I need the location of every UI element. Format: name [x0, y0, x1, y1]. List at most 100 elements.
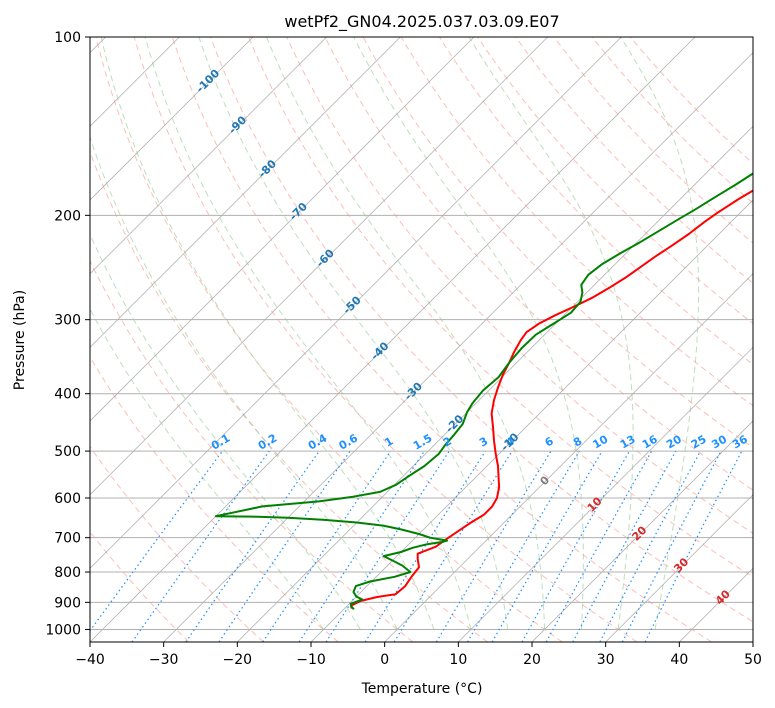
isotherm-line	[605, 494, 753, 642]
mixing-ratio-label: 3	[477, 435, 490, 450]
x-tick-label: 10	[449, 652, 467, 668]
moist-adiabat	[90, 308, 324, 630]
chart-title: wetPf2_GN04.2025.037.03.09.E07	[284, 12, 559, 32]
y-tick-label: 700	[54, 531, 81, 547]
mixing-ratio-label: 30	[709, 432, 729, 451]
x-tick-label: −40	[75, 652, 105, 668]
isotherm-line	[458, 346, 753, 642]
mixing-ratio-label: 36	[730, 432, 750, 451]
moist-adiabat	[198, 37, 509, 630]
x-tick-label: 50	[744, 652, 762, 668]
mixing-ratio-line	[218, 450, 351, 642]
dry-adiabat	[90, 150, 488, 642]
isotherm-line	[752, 641, 753, 642]
moist-adiabat	[144, 37, 472, 630]
mixing-ratio-line	[262, 450, 392, 642]
x-tick-label: 0	[380, 652, 389, 668]
isotherm-line	[90, 37, 475, 422]
mixing-ratio-line	[466, 450, 580, 642]
isotherm-label: -50	[341, 293, 364, 316]
moist-adiabat	[90, 233, 361, 630]
moist-adiabat	[90, 135, 398, 630]
dry-adiabat	[209, 37, 753, 623]
isotherm-line	[90, 37, 622, 569]
mixing-ratio-label: 0.2	[256, 432, 279, 453]
isotherm-label: -100	[194, 67, 223, 96]
dry-adiabat	[90, 356, 339, 642]
dry-adiabat	[248, 37, 753, 578]
y-tick-label: 900	[54, 595, 81, 611]
mixing-ratio-label: 8	[571, 435, 584, 450]
isotherm-label: 10	[585, 494, 605, 514]
isotherm-label: -80	[256, 157, 279, 180]
dry-adiabat	[133, 37, 638, 642]
y-tick-label: 300	[54, 313, 81, 329]
dewpoint-line	[214, 172, 753, 611]
dry-adiabat	[90, 531, 190, 642]
y-tick-label: 400	[54, 387, 81, 403]
x-tick-label: 30	[597, 652, 615, 668]
x-tick-label: −30	[149, 652, 179, 668]
dry-adiabat	[286, 37, 753, 534]
dry-adiabat	[400, 37, 753, 407]
isotherm-label: 20	[629, 523, 649, 543]
dry-adiabat	[90, 259, 414, 642]
dry-adiabat	[553, 37, 753, 244]
x-tick-label: −10	[296, 652, 326, 668]
dry-adiabat	[95, 37, 563, 642]
mixing-ratio-line	[325, 450, 450, 642]
isotherm-label: -20	[443, 412, 466, 435]
isotherm-label: -40	[368, 339, 391, 362]
isotherm-label: 40	[713, 587, 733, 607]
y-axis: 100 200 300 400 500 600 700 800 900 1000	[45, 30, 90, 638]
mixing-ratio-line	[298, 450, 425, 642]
y-tick-label: 100	[54, 30, 81, 46]
x-tick-label: 40	[670, 652, 688, 668]
dry-adiabat	[438, 37, 753, 366]
x-tick-label: −20	[223, 652, 253, 668]
mixing-ratio-label: 16	[640, 432, 660, 451]
mixing-ratio-line	[572, 450, 677, 642]
plot-frame	[89, 36, 754, 643]
mixing-ratio-line	[185, 450, 320, 642]
sounding-profiles	[214, 172, 753, 611]
mixing-ratio-label: 6	[543, 434, 556, 449]
mixing-ratio-label: 1	[382, 435, 395, 450]
mixing-ratio-line	[364, 450, 486, 642]
y-tick-label: 500	[54, 444, 81, 460]
dry-adiabat	[90, 445, 264, 642]
isotherm-line	[237, 125, 753, 642]
isotherm-line	[90, 37, 401, 348]
y-tick-label: 600	[54, 491, 81, 507]
mixing-ratio-line	[435, 450, 552, 642]
isotherm-line	[384, 273, 753, 642]
isotherm-label: -70	[287, 200, 310, 223]
isopleth-labels: 0.1 0.2 0.4 0.6 1 1.5 2 3 4 6 8 10 13 16 20 25 30 36-100-…	[194, 67, 751, 608]
moist-adiabat	[100, 37, 435, 630]
temperature-line	[349, 189, 753, 609]
dry-adiabat	[171, 37, 712, 642]
isotherm-line	[90, 37, 696, 642]
background-lines	[90, 37, 753, 642]
mixing-ratio-label: 13	[618, 433, 638, 452]
mixing-ratio-line	[131, 450, 270, 642]
isotherm-line	[310, 199, 753, 642]
isotherm-label: -10	[498, 430, 521, 453]
y-tick-label: 1000	[45, 622, 81, 638]
isotherm-line	[90, 37, 548, 496]
x-axis: −40 −30 −20 −10 0 10 20 30 40 50	[75, 642, 762, 668]
mixing-ratio-line	[90, 450, 223, 632]
mixing-ratio-label: 20	[664, 432, 684, 451]
isotherm-line	[90, 37, 254, 201]
y-tick-label: 800	[54, 565, 81, 581]
isotherm-line	[531, 420, 753, 642]
y-tick-label: 200	[54, 208, 81, 224]
isotherm-line	[679, 567, 753, 642]
mixing-ratio-label: 10	[590, 432, 610, 451]
x-axis-label: Temperature (°C)	[361, 681, 483, 697]
isotherm-line	[163, 52, 753, 642]
mixing-ratio-line	[644, 450, 743, 642]
mixing-ratio-line	[545, 450, 653, 642]
dry-adiabat	[362, 37, 753, 449]
